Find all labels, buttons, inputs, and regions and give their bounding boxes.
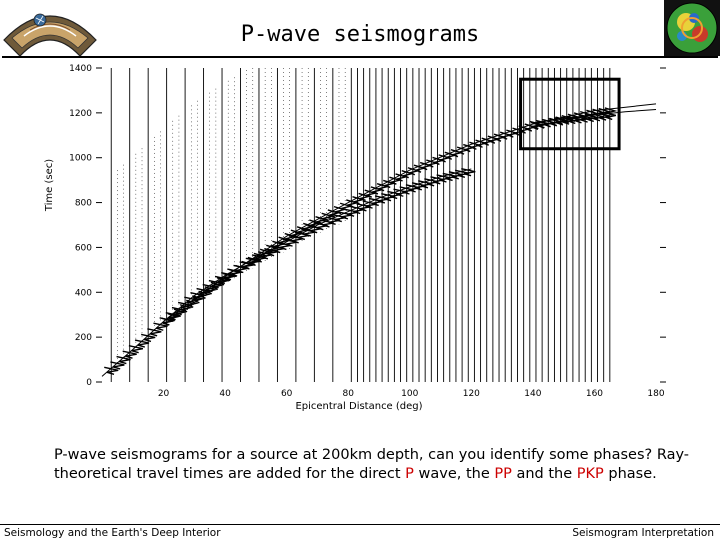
y-tick-label: 400 [75, 288, 92, 298]
footer-course-title: Seismology and the Earth's Deep Interior [4, 527, 221, 539]
title-divider [2, 56, 718, 58]
x-tick-label: 40 [219, 389, 231, 399]
earth-cross-section-logo [3, 13, 97, 57]
caption-text-1: P-wave seismograms for a source at 200km… [54, 447, 690, 482]
x-tick-label: 160 [586, 389, 603, 399]
caption-phase-p: P [405, 466, 414, 482]
x-tick-label: 20 [158, 389, 170, 399]
x-tick-label: 60 [281, 389, 293, 399]
caption-text-2: wave, the [413, 466, 495, 482]
caption-text-4: phase. [603, 466, 657, 482]
y-tick-label: 200 [75, 333, 92, 343]
travel-time-curve-pp [163, 103, 657, 322]
y-tick-label: 0 [86, 378, 92, 388]
tomography-globe-logo [664, 0, 720, 56]
caption-phase-pp: PP [494, 466, 512, 482]
y-tick-label: 1200 [69, 109, 92, 119]
travel-time-curve-p [101, 168, 472, 377]
x-tick-label: 120 [463, 389, 480, 399]
caption-phase-pkp: PKP [576, 466, 604, 482]
seismogram-plot: 0 200 400 600 800 1000 1200 1400 20 40 60 80 100 120 1… [44, 64, 666, 412]
travel-time-curve-pkp [532, 108, 657, 124]
caption-text-3: and the [511, 466, 577, 482]
x-tick-label: 140 [524, 389, 541, 399]
highlight-box [519, 77, 621, 151]
footer-divider [0, 524, 720, 525]
y-tick-label: 800 [75, 199, 92, 209]
y-tick-label: 1400 [69, 64, 92, 74]
x-axis-label: Epicentral Distance (deg) [295, 401, 422, 412]
x-tick-label: 100 [401, 389, 418, 399]
x-tick-label: 80 [342, 389, 354, 399]
y-tick-label: 600 [75, 243, 92, 253]
caption: P-wave seismograms for a source at 200km… [54, 446, 694, 484]
y-tick-label: 1000 [69, 154, 92, 164]
y-axis-label: Time (sec) [44, 159, 55, 212]
page-title: P-wave seismograms [240, 22, 480, 47]
x-tick-label: 180 [647, 389, 664, 399]
footer-section-title: Seismogram Interpretation [572, 527, 714, 539]
